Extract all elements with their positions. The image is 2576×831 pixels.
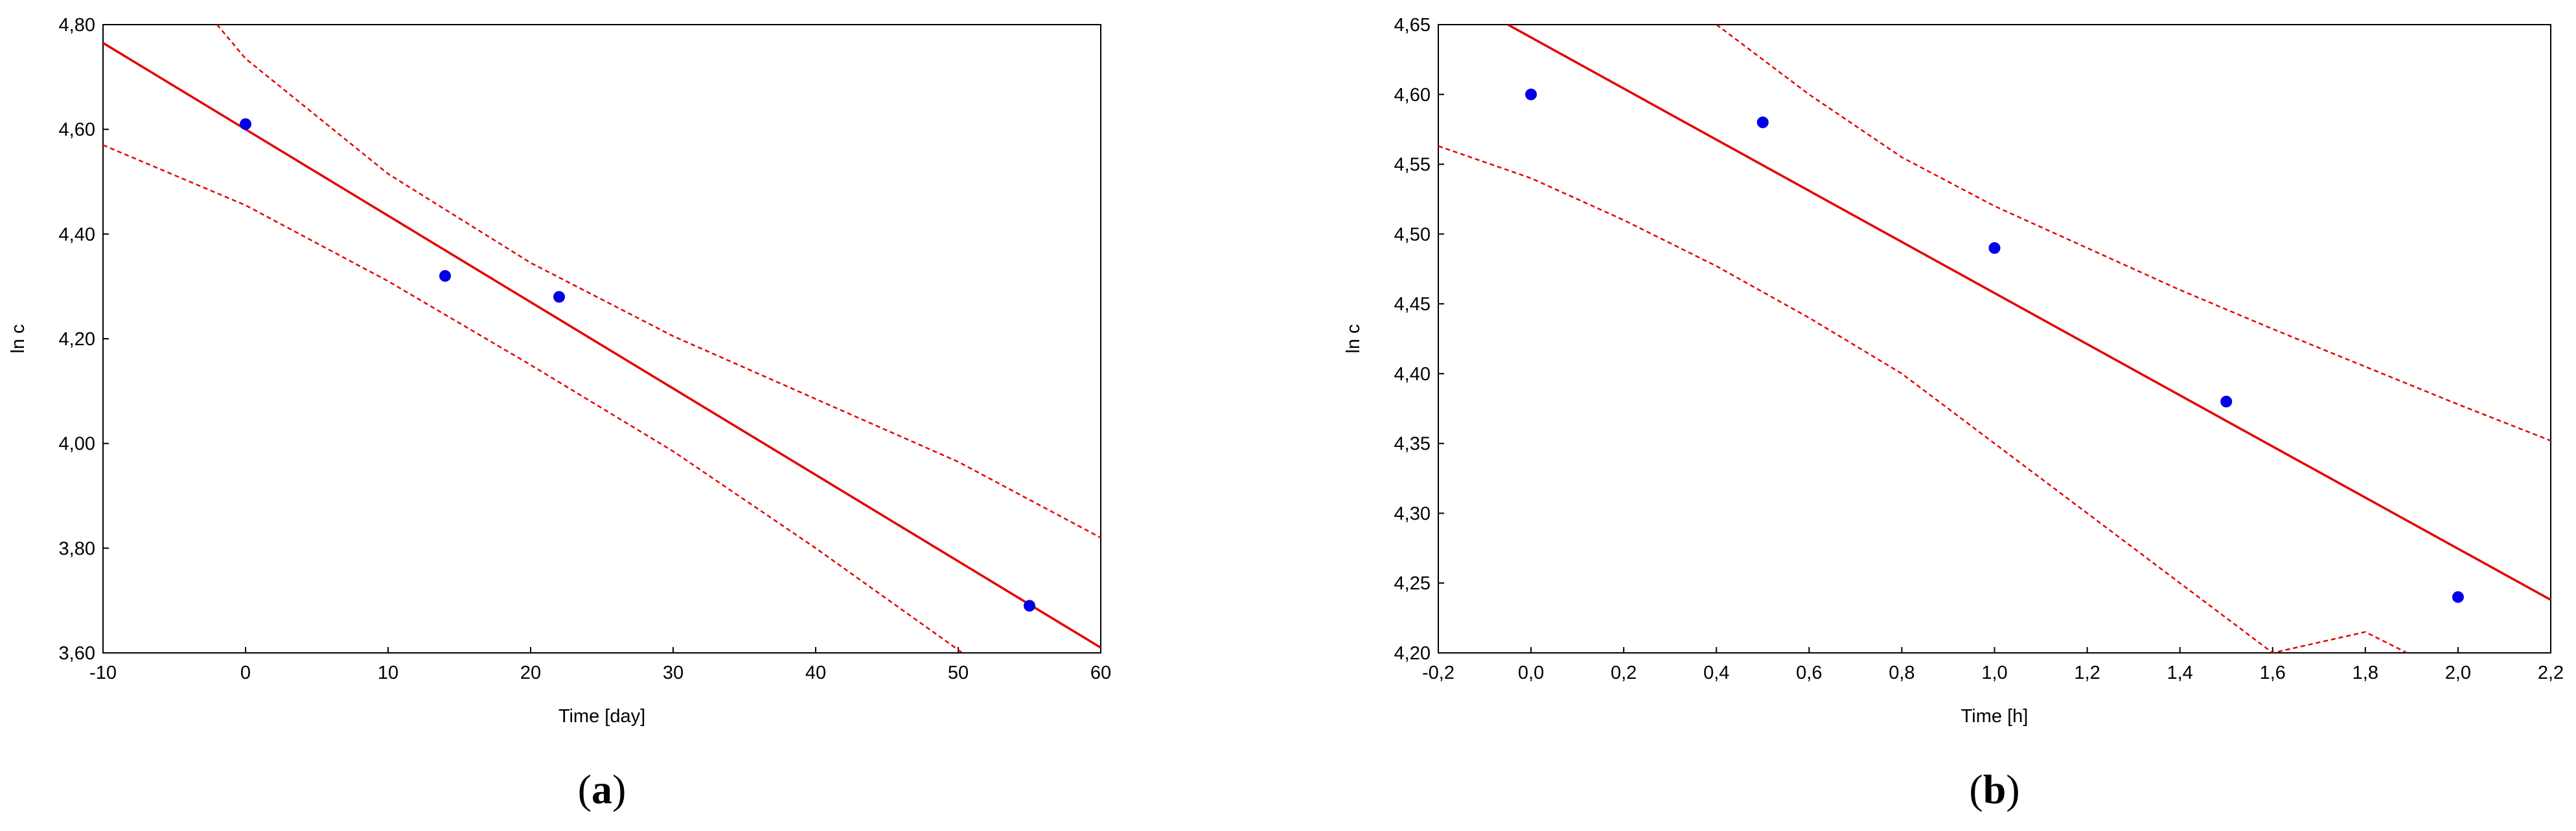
x-tick-label: 2,0	[2445, 663, 2471, 683]
chart-panel-a: -10 0 10 20 30 40 50 60 3,60 3,80 4,00 4,20 4,40 4,60…	[8, 15, 1111, 812]
y-tick-label: 4,40	[59, 224, 95, 245]
x-tick-label: 2,2	[2538, 663, 2564, 683]
y-tick-label: 4,45	[1394, 294, 1431, 315]
y-tick-label: 4,65	[1394, 15, 1431, 36]
y-tick-label: 4,25	[1394, 573, 1431, 594]
x-tick-label: 1,2	[2074, 663, 2100, 683]
x-tick-label: -10	[89, 663, 117, 683]
plot-frame	[102, 24, 1101, 654]
y-tick-label: 3,60	[59, 643, 95, 664]
plot-area	[1438, 25, 2551, 653]
lower-confidence-band	[1438, 145, 2408, 653]
x-tick-label: 20	[520, 663, 541, 683]
panel-letter: b	[1983, 766, 2007, 812]
x-tick-label: 0,8	[1889, 663, 1915, 683]
x-tick-label: 40	[805, 663, 826, 683]
x-tick-label: 1,4	[2167, 663, 2193, 683]
x-tick-label: -0,2	[1422, 663, 1455, 683]
y-axis-label: ln c	[8, 324, 29, 353]
y-tick-label: 4,30	[1394, 503, 1431, 524]
panel-label: (b)	[1969, 766, 2019, 812]
data-point	[1525, 88, 1537, 100]
y-tick-label: 4,00	[59, 434, 95, 455]
upper-confidence-band	[1716, 25, 2551, 442]
regression-line	[103, 41, 1101, 649]
data-point	[240, 118, 251, 130]
x-tick-label: 0,4	[1703, 663, 1729, 683]
x-tick-label: 0,0	[1518, 663, 1544, 683]
y-axis-label: ln c	[1343, 324, 1364, 353]
panel-letter: a	[592, 766, 612, 812]
x-tick-label: 0,6	[1796, 663, 1822, 683]
x-tick-label: 0	[240, 663, 251, 683]
x-axis-label: Time [day]	[558, 706, 645, 727]
y-tick-label: 4,20	[59, 329, 95, 350]
y-tick-label: 4,20	[1394, 643, 1431, 664]
y-tick-label: 4,55	[1394, 155, 1431, 176]
x-tick-label: 50	[948, 663, 969, 683]
y-tick-label: 4,60	[59, 120, 95, 141]
data-point	[2220, 396, 2233, 407]
x-tick-label: 60	[1090, 663, 1111, 683]
y-tick-label: 4,35	[1394, 434, 1431, 455]
x-axis-label: Time [h]	[1961, 706, 2029, 727]
regression-line	[1507, 25, 2551, 601]
y-tick-label: 4,40	[1394, 364, 1431, 385]
x-tick-label: 1,0	[1981, 663, 2007, 683]
y-tick-label: 3,80	[59, 538, 95, 559]
data-point	[1756, 116, 1769, 128]
plot-frame	[1438, 24, 2551, 654]
x-tick-label: 0,2	[1611, 663, 1637, 683]
data-point	[553, 291, 565, 303]
x-tick-label: 10	[378, 663, 398, 683]
plot-area	[103, 25, 1101, 653]
data-point	[1988, 242, 2001, 254]
chart-panel-b: -0,2 0,0 0,2 0,4 0,6 0,8 1,0 1,2 1,4 1,6 1,8 2,0 2,2…	[1343, 15, 2564, 812]
panel-label: (a)	[578, 766, 627, 812]
y-tick-label: 4,50	[1394, 224, 1431, 245]
x-tick-label: 1,8	[2352, 663, 2378, 683]
x-tick-label: 30	[663, 663, 684, 683]
lower-confidence-band	[103, 144, 963, 653]
data-point	[2452, 591, 2464, 603]
y-tick-label: 4,60	[1394, 85, 1431, 106]
upper-confidence-band	[216, 25, 1101, 539]
x-tick-label: 1,6	[2260, 663, 2286, 683]
data-point	[1024, 600, 1035, 612]
data-point	[439, 270, 451, 282]
y-tick-label: 4,80	[59, 15, 95, 36]
